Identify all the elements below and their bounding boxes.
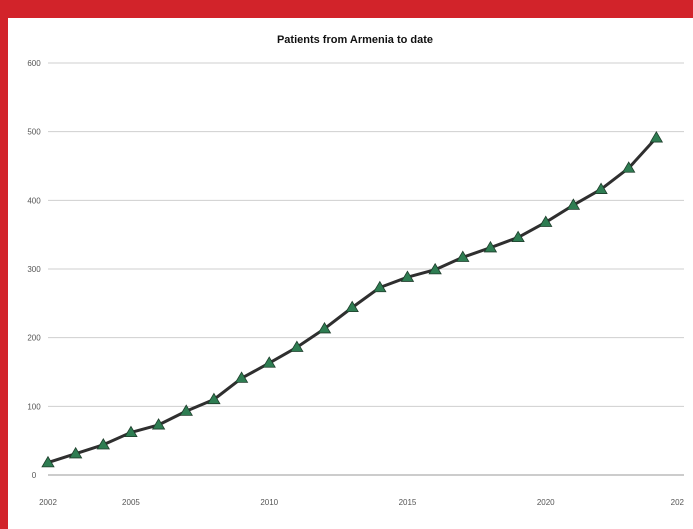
data-point-marker [566,198,581,210]
grid-lines [48,62,684,476]
y-tick-label: 500 [27,128,41,137]
chart-panel: Patients from Armenia to date 0 100 200 300… [8,18,693,529]
data-point-marker [234,371,249,383]
data-point-marker [151,418,166,430]
x-tick-label: 2020 [537,498,555,507]
y-tick-label: 300 [27,265,41,274]
data-point-marker [483,240,498,253]
data-point-marker [68,446,83,459]
data-point-marker [621,161,636,173]
x-axis-ticks: 2002 2005 2010 2015 2020 202 [39,498,684,507]
data-point-marker [179,404,193,416]
y-tick-label: 400 [27,196,41,205]
x-tick-label: 2002 [39,498,57,507]
data-point-marker [428,262,442,275]
series-line-group [47,136,658,465]
y-axis-ticks: 0 100 200 300 400 500 600 [27,59,41,480]
data-point-marker [124,425,138,438]
data-point-marker [511,230,525,243]
data-point-marker [317,321,332,334]
data-point-marker [539,215,553,227]
data-point-marker [649,131,664,143]
data-point-marker [262,356,276,368]
data-point-marker [290,340,304,352]
x-tick-label: 2015 [399,498,417,507]
y-tick-label: 100 [27,402,41,411]
marker-group [41,131,664,468]
data-point-marker [96,437,111,450]
chart-title: Patients from Armenia to date [277,34,433,46]
x-tick-label: 2010 [260,498,278,507]
x-tick-label: 202 [671,498,685,507]
data-point-marker [207,392,221,405]
data-point-marker [456,250,470,262]
data-point-marker [345,300,359,313]
line-chart: Patients from Armenia to date 0 100 200 300… [27,34,684,507]
data-point-marker [41,455,55,468]
data-point-marker [400,270,415,282]
data-point-marker [594,182,608,194]
y-tick-label: 0 [32,471,37,480]
y-tick-label: 600 [27,59,41,68]
x-tick-label: 2005 [122,498,140,507]
series-line [47,136,658,465]
y-tick-label: 200 [27,334,41,343]
data-point-marker [373,280,387,293]
